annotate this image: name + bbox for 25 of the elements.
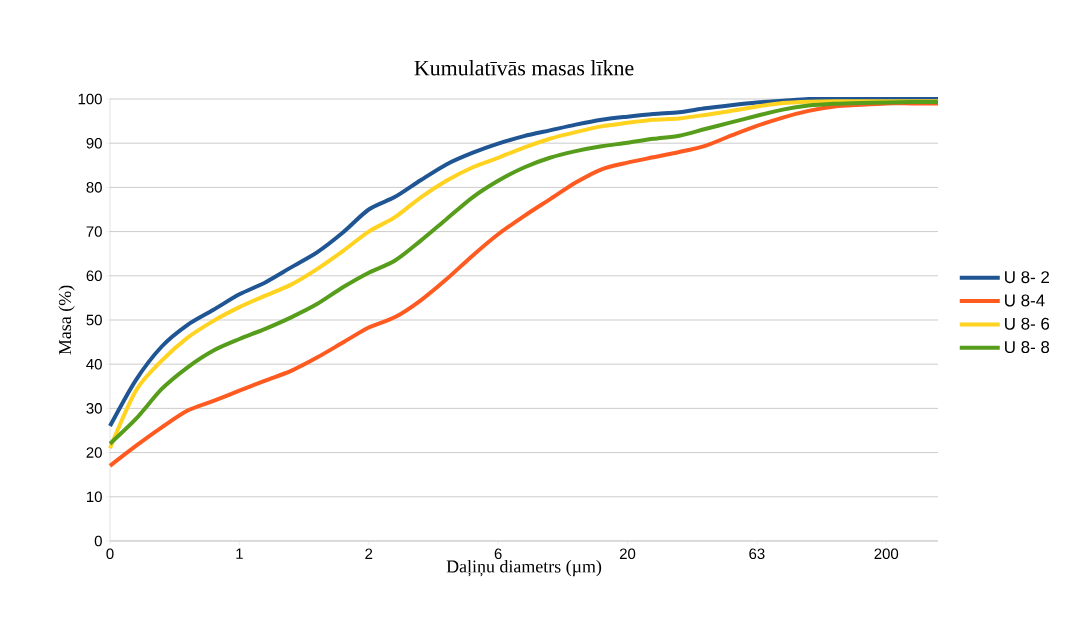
x-tick-label: 200 <box>874 548 899 560</box>
y-tick-label: 30 <box>86 403 102 414</box>
x-axis-title: Daļiņu diametrs (µm) <box>446 559 602 577</box>
x-tick-label: 0 <box>106 548 114 560</box>
y-tick-label: 40 <box>86 358 102 370</box>
legend-label: U 8- 6 <box>1005 317 1050 330</box>
y-tick-label: 90 <box>86 137 102 149</box>
legend-label: U 8-4 <box>1005 294 1045 307</box>
x-tick-label: 1 <box>236 548 243 559</box>
y-tick-label: 20 <box>86 447 102 458</box>
y-tick-label: 60 <box>86 270 102 282</box>
y-tick-label: 10 <box>87 491 102 503</box>
x-tick-label: 20 <box>619 548 636 560</box>
y-axis-title: Masa (%) <box>58 285 75 355</box>
y-tick-label: 70 <box>86 226 102 237</box>
y-tick-label: 0 <box>94 535 102 547</box>
x-tick-label: 6 <box>494 548 502 560</box>
y-tick-label: 50 <box>86 314 102 326</box>
x-tick-label: 2 <box>365 548 373 559</box>
y-tick-label: 100 <box>78 93 102 105</box>
legend-label: U 8- 8 <box>1005 341 1050 354</box>
chart-title: Kumulatīvās masas līkne <box>414 60 634 76</box>
y-tick-label: 80 <box>86 182 102 193</box>
x-tick-label: 63 <box>749 548 765 560</box>
legend-label: U 8- 2 <box>1005 271 1049 284</box>
